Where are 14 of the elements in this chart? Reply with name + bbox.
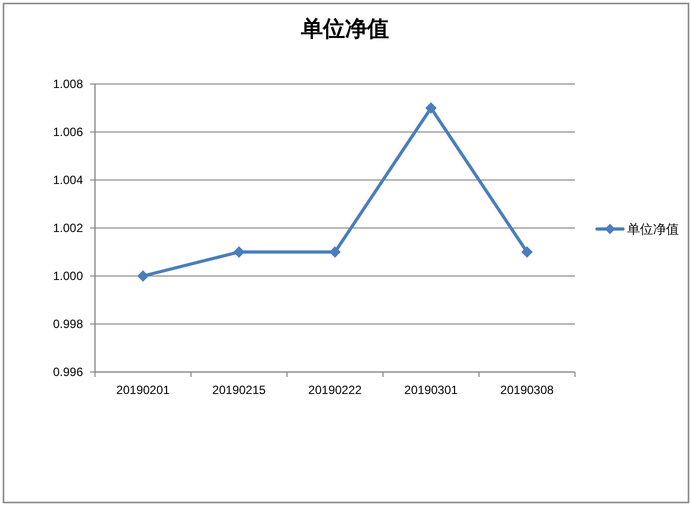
- xtick-label: 20190215: [212, 383, 266, 397]
- ytick-label: 1.000: [52, 269, 83, 283]
- legend-label: 单位净值: [627, 222, 679, 236]
- ytick-label: 0.998: [52, 317, 83, 331]
- ytick-label: 1.006: [52, 125, 83, 139]
- ytick-label: 1.008: [52, 77, 83, 91]
- xtick-label: 20190222: [308, 383, 362, 397]
- ytick-label: 0.996: [52, 365, 83, 379]
- xtick-label: 20190308: [500, 383, 554, 397]
- xtick-label: 20190301: [404, 383, 458, 397]
- ytick-label: 1.004: [52, 173, 83, 187]
- ytick-label: 1.002: [52, 221, 83, 235]
- xtick-label: 20190201: [116, 383, 170, 397]
- title: 单位净值: [301, 16, 389, 41]
